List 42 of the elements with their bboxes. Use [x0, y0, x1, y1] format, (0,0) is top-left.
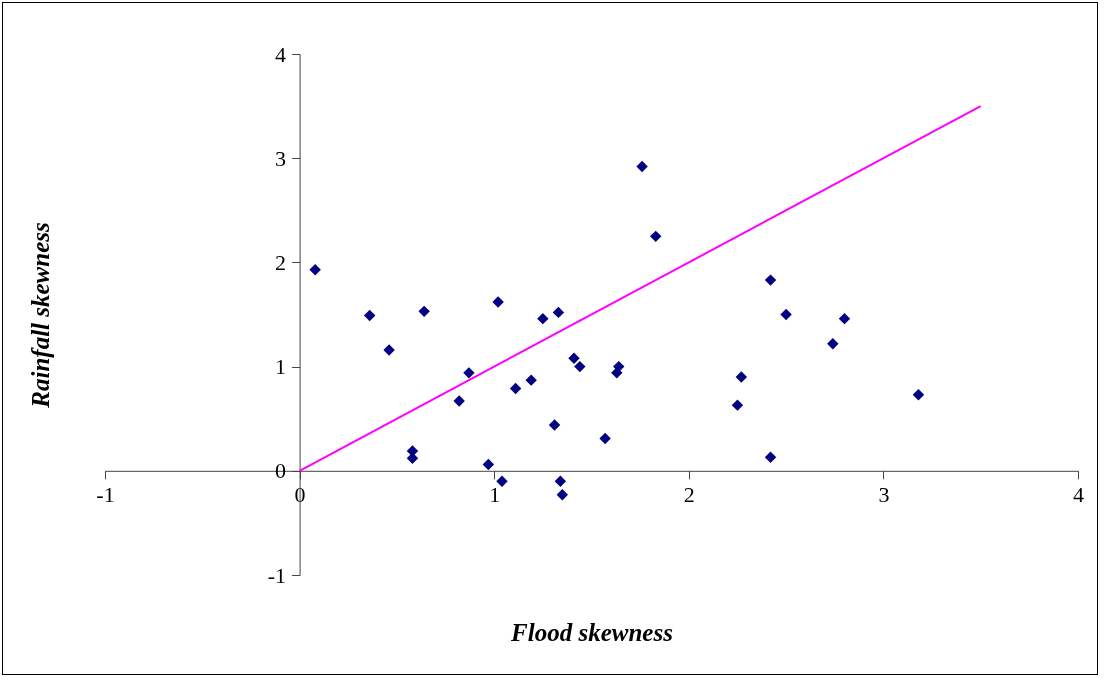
point — [482, 458, 495, 471]
x-axis-title: Flood skewness — [510, 619, 673, 647]
point — [912, 389, 925, 401]
y-tick-label: 1 — [275, 354, 287, 380]
point — [496, 475, 508, 487]
point — [599, 432, 611, 445]
x-tick-label: 1 — [489, 482, 501, 508]
point — [492, 296, 504, 308]
point — [650, 230, 662, 243]
point — [636, 160, 648, 173]
y-tick-label: 2 — [275, 249, 287, 275]
y-tick-label: -1 — [267, 562, 287, 588]
point — [735, 371, 748, 383]
x-tick-label: 3 — [878, 482, 890, 508]
point — [731, 399, 744, 411]
point — [574, 360, 586, 373]
x-tick-label: 0 — [294, 482, 306, 508]
point — [764, 451, 777, 463]
point — [568, 352, 580, 364]
y-tick-label: 3 — [275, 145, 287, 171]
point — [525, 374, 537, 386]
point — [363, 309, 376, 322]
y-axis-title: Rainfall skewness — [26, 222, 54, 409]
x-tick-label: -1 — [96, 482, 115, 508]
point — [827, 337, 839, 350]
point — [309, 263, 321, 276]
point — [453, 395, 465, 407]
point — [463, 367, 475, 379]
point — [838, 312, 851, 325]
point — [780, 308, 792, 321]
x-tick-label: 4 — [1073, 482, 1084, 508]
point — [537, 312, 549, 325]
point — [383, 344, 395, 356]
y-tick-label: 4 — [275, 41, 287, 67]
point — [418, 305, 430, 318]
point — [764, 274, 777, 286]
point — [556, 489, 569, 501]
point — [548, 419, 561, 431]
x-tick-label: 2 — [683, 482, 695, 508]
point — [554, 475, 567, 487]
point — [552, 306, 565, 319]
point — [509, 382, 522, 395]
